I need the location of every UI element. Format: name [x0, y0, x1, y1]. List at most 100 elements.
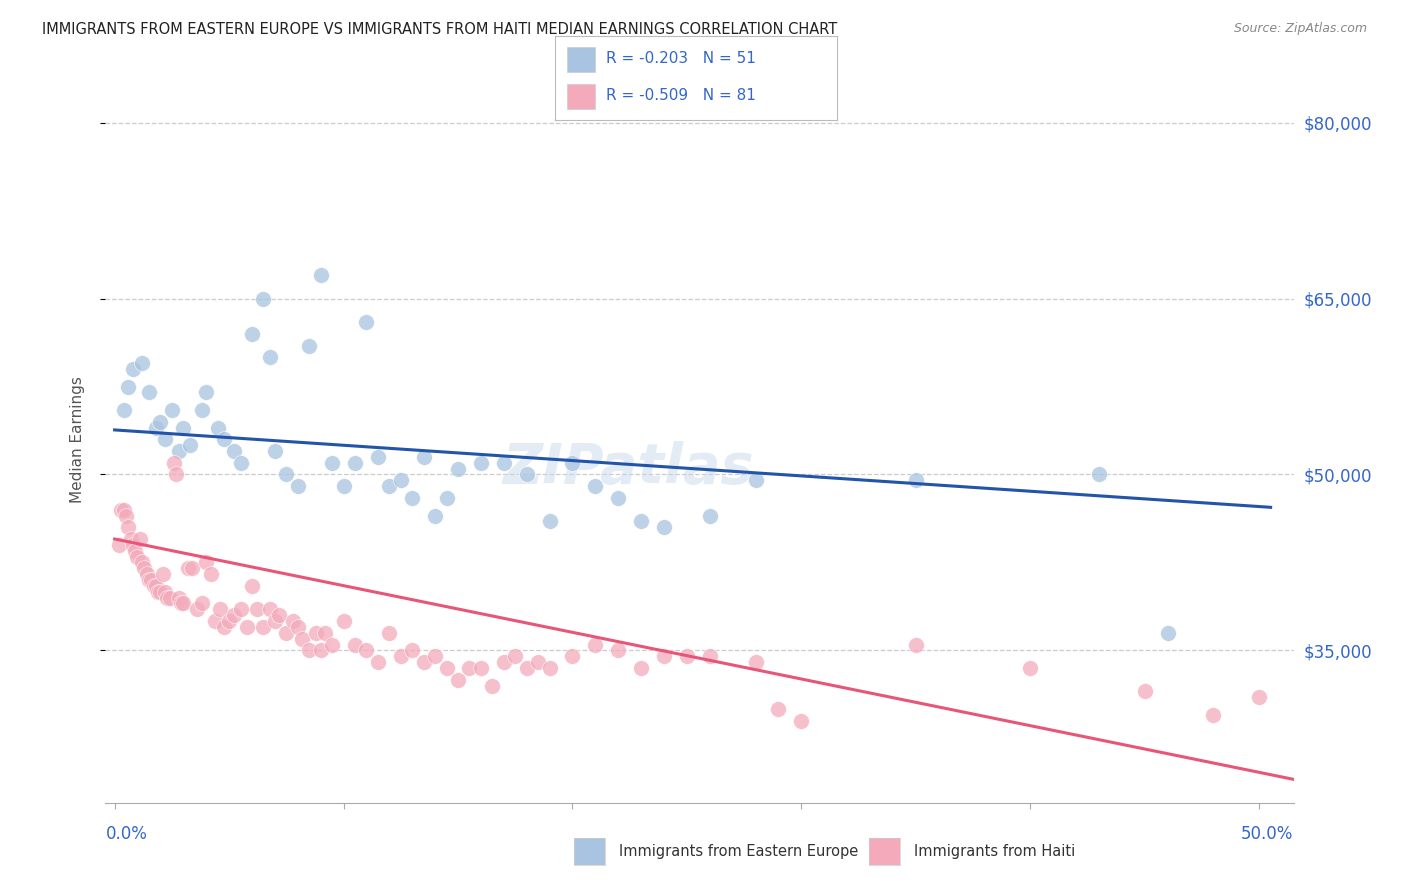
Point: [652, 520, 675, 534]
Point: [291, 632, 314, 646]
Text: Immigrants from Haiti: Immigrants from Haiti: [914, 845, 1076, 859]
Point: [276, 467, 298, 482]
Point: [195, 385, 218, 400]
Point: [112, 403, 135, 417]
Point: [314, 625, 336, 640]
Point: [283, 614, 305, 628]
Point: [229, 602, 252, 616]
Point: [165, 467, 187, 482]
Point: [744, 474, 766, 488]
Point: [146, 584, 169, 599]
Point: [145, 420, 167, 434]
Point: [214, 433, 236, 447]
Point: [516, 467, 538, 482]
Text: ZIPatlas: ZIPatlas: [502, 442, 754, 495]
Point: [236, 620, 259, 634]
Point: [153, 584, 176, 599]
FancyBboxPatch shape: [567, 46, 595, 72]
Point: [367, 450, 389, 464]
Point: [208, 602, 231, 616]
Point: [145, 579, 167, 593]
Point: [1202, 707, 1225, 722]
Point: [298, 643, 321, 657]
Point: [332, 479, 354, 493]
Point: [630, 515, 652, 529]
Point: [153, 433, 176, 447]
Point: [218, 614, 240, 628]
Point: [167, 591, 190, 605]
Point: [135, 567, 157, 582]
Point: [159, 591, 181, 605]
Point: [124, 543, 146, 558]
Point: [134, 561, 156, 575]
Point: [298, 338, 321, 352]
Point: [744, 655, 766, 669]
Point: [321, 638, 343, 652]
Point: [179, 438, 201, 452]
Point: [904, 474, 927, 488]
Point: [458, 661, 481, 675]
Point: [186, 602, 208, 616]
Point: [321, 456, 343, 470]
Point: [561, 649, 583, 664]
Point: [138, 573, 160, 587]
Point: [263, 444, 285, 458]
Point: [276, 625, 298, 640]
Point: [309, 643, 332, 657]
Point: [142, 579, 165, 593]
Point: [172, 420, 194, 434]
Point: [389, 474, 412, 488]
Text: 50.0%: 50.0%: [1241, 825, 1294, 843]
Point: [127, 549, 149, 564]
Point: [436, 661, 458, 675]
Point: [356, 643, 378, 657]
Point: [177, 561, 200, 575]
Point: [163, 456, 186, 470]
Point: [436, 491, 458, 505]
Point: [583, 638, 606, 652]
Point: [470, 456, 492, 470]
Point: [200, 567, 222, 582]
Point: [412, 655, 434, 669]
Point: [343, 456, 366, 470]
Point: [252, 620, 274, 634]
Point: [790, 714, 813, 728]
Text: R = -0.509   N = 81: R = -0.509 N = 81: [606, 88, 756, 103]
Point: [1019, 661, 1042, 675]
Point: [332, 614, 354, 628]
Point: [122, 538, 145, 552]
Point: [259, 602, 281, 616]
Point: [583, 479, 606, 493]
Y-axis label: Median Earnings: Median Earnings: [70, 376, 84, 503]
Point: [503, 649, 526, 664]
Point: [356, 315, 378, 329]
Point: [309, 268, 332, 282]
Point: [214, 620, 236, 634]
Point: [131, 356, 153, 370]
Point: [259, 350, 281, 364]
Point: [423, 649, 446, 664]
Point: [190, 403, 212, 417]
Point: [128, 532, 150, 546]
Point: [204, 614, 226, 628]
Point: [229, 456, 252, 470]
Point: [120, 532, 142, 546]
Text: IMMIGRANTS FROM EASTERN EUROPE VS IMMIGRANTS FROM HAITI MEDIAN EARNINGS CORRELAT: IMMIGRANTS FROM EASTERN EUROPE VS IMMIGR…: [42, 22, 838, 37]
Point: [108, 538, 131, 552]
Point: [904, 638, 927, 652]
Point: [287, 479, 309, 493]
FancyBboxPatch shape: [567, 84, 595, 110]
Point: [240, 579, 263, 593]
Point: [1249, 690, 1271, 705]
Point: [1156, 625, 1178, 640]
Point: [527, 655, 550, 669]
Point: [131, 556, 153, 570]
Point: [117, 379, 139, 393]
Point: [630, 661, 652, 675]
Point: [305, 625, 328, 640]
Point: [1088, 467, 1111, 482]
Point: [447, 673, 470, 687]
Point: [607, 643, 630, 657]
Point: [149, 584, 172, 599]
Point: [492, 456, 515, 470]
